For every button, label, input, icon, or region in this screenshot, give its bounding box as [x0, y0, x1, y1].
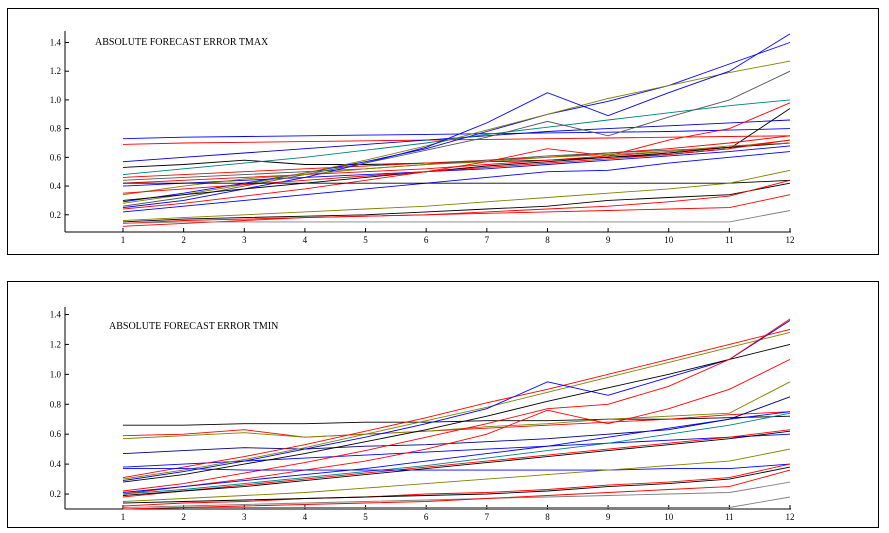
- x-tick-label: 9: [606, 235, 611, 245]
- series-line-tmax-15: [122, 102, 791, 210]
- series-line-tmin-4: [122, 396, 791, 455]
- chart-tmin: ABSOLUTE FORECAST ERROR TMIN 0.2 0.4 0.6 0.…: [50, 307, 795, 522]
- series-line-tmax-23: [122, 194, 791, 227]
- chart-panel-tmin: ABSOLUTE FORECAST ERROR TMIN 0.2 0.4 0.6 0.…: [7, 281, 879, 528]
- y-tick-label: 1.0: [50, 95, 62, 105]
- series-line-tmin-18: [122, 463, 791, 507]
- x-tick-label: 1: [121, 512, 126, 522]
- x-tick-label: 9: [606, 512, 611, 522]
- series-line-tmin-22: [122, 469, 791, 510]
- series-line-tmax-12: [122, 33, 791, 209]
- x-tick-label: 8: [545, 512, 550, 522]
- y-tick-label: 0.6: [50, 429, 62, 439]
- y-tick-label: 0.8: [50, 399, 62, 409]
- x-tick-label: 11: [725, 512, 734, 522]
- series-line-tmin-6: [122, 328, 791, 479]
- y-tick-label: 1.4: [50, 37, 62, 47]
- y-tick-label: 0.4: [50, 459, 62, 469]
- y-tick-label: 1.2: [50, 339, 61, 349]
- x-tick-label: 1: [121, 235, 126, 245]
- series-line-tmax-10: [122, 42, 791, 203]
- series-line-tmax-3: [122, 119, 791, 163]
- x-tick-label: 7: [485, 235, 490, 245]
- x-tick-label: 6: [424, 235, 429, 245]
- series-line-tmax-6: [122, 135, 791, 178]
- series-line-tmax-24: [122, 210, 791, 224]
- x-tick-label: 10: [664, 512, 674, 522]
- x-tick-label: 4: [303, 512, 308, 522]
- x-tick-label: 3: [242, 512, 247, 522]
- y-tick-label: 1.0: [50, 369, 62, 379]
- series-line-tmin-1: [123, 415, 791, 426]
- series-line-tmax-11: [122, 60, 791, 204]
- series-line-tmin-8: [122, 320, 791, 482]
- series-line-tmax-5: [122, 99, 791, 176]
- y-tick-label: 1.2: [50, 66, 61, 76]
- series-line-tmax-17: [122, 142, 791, 196]
- x-tick-label: 12: [786, 235, 795, 245]
- series-line-tmin-2: [122, 411, 791, 438]
- series-line-tmax-21: [122, 182, 791, 223]
- series-line-tmax-7: [122, 142, 791, 181]
- series-line-tmin-20: [122, 481, 791, 508]
- series-line-tmin-16: [123, 463, 791, 471]
- series-line-tmax-19: [123, 179, 791, 184]
- chart-title-tmax: ABSOLUTE FORECAST ERROR TMAX: [95, 37, 269, 48]
- x-tick-label: 6: [424, 512, 429, 522]
- series-line-tmax-1: [122, 128, 791, 140]
- series-line-tmin-3: [122, 381, 791, 440]
- series-line-tmax-9: [122, 145, 791, 187]
- x-tick-label: 4: [303, 235, 308, 245]
- series-line-tmin-17: [122, 448, 791, 502]
- x-tick-label: 7: [485, 512, 490, 522]
- series-line-tmax-14: [122, 142, 791, 201]
- chart-panel-tmax: ABSOLUTE FORECAST ERROR TMAX 0.2 0.4 0.6 0.…: [7, 8, 879, 255]
- series-line-tmin-7: [122, 331, 791, 480]
- y-tick-label: 0.4: [50, 181, 62, 191]
- series-line-tmin-12: [122, 411, 791, 493]
- chart-title-tmin: ABSOLUTE FORECAST ERROR TMIN: [109, 321, 278, 332]
- series-line-tmin-9: [122, 343, 791, 483]
- series-line-tmax-18: [122, 139, 791, 194]
- y-tick-label: 0.8: [50, 124, 62, 134]
- series-line-tmin-15: [122, 430, 791, 496]
- x-tick-label: 10: [664, 235, 674, 245]
- x-tick-label: 3: [242, 235, 247, 245]
- x-tick-label: 5: [363, 235, 368, 245]
- y-tick-label: 0.6: [50, 152, 62, 162]
- y-tick-label: 0.2: [50, 210, 61, 220]
- series-line-tmin-19: [122, 466, 791, 504]
- series-line-tmax-13: [122, 70, 791, 207]
- series-line-tmin-13: [122, 412, 791, 495]
- series-line-tmin-14: [122, 429, 791, 498]
- series-line-tmin-10: [122, 318, 791, 492]
- series-line-tmax-20: [122, 169, 791, 221]
- series-line-tmax-16: [122, 151, 791, 213]
- x-tick-label: 12: [786, 512, 795, 522]
- series-line-tmin-21: [122, 496, 791, 510]
- x-tick-label: 11: [725, 235, 734, 245]
- x-tick-label: 5: [363, 512, 368, 522]
- series-line-tmax-22: [122, 179, 791, 224]
- chart-tmax: ABSOLUTE FORECAST ERROR TMAX 0.2 0.4 0.6 0.…: [50, 31, 795, 245]
- x-tick-label: 2: [181, 512, 186, 522]
- y-tick-label: 0.2: [50, 489, 61, 499]
- x-tick-label: 2: [181, 235, 186, 245]
- x-tick-label: 8: [545, 235, 550, 245]
- y-tick-label: 1.4: [50, 309, 62, 319]
- series-line-tmin-11: [122, 358, 791, 495]
